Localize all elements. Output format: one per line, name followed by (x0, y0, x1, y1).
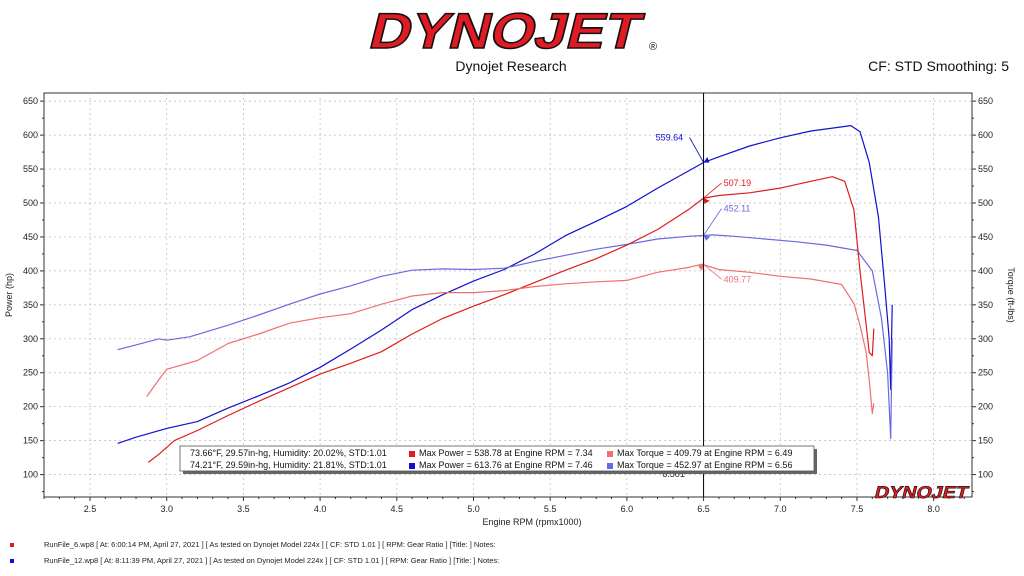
annotation-arrowhead (703, 156, 710, 163)
x-tick-label: 4.0 (314, 504, 327, 514)
x-tick-label: 4.5 (391, 504, 404, 514)
run12-power-curve (117, 124, 893, 444)
power-axis-label: Power (hp) (4, 273, 14, 317)
rpm-axis-ticks: 2.5 3.0 3.5 4.0 4.5 5.0 5.5 6.0 6.5 7.0 7.5 8.0 (43, 497, 965, 514)
legend-swatch-run12-torque (607, 463, 613, 469)
x-tick-label: 2.5 (84, 504, 97, 514)
svg-text:DYNOJET: DYNOJET (364, 4, 648, 56)
run12-color-swatch (10, 559, 14, 564)
legend-max-torque-run6: Max Torque = 409.79 at Engine RPM = 6.49 (617, 448, 792, 458)
dyno-curves (117, 124, 893, 463)
torque-axis-label: Torque (ft-lbs) (1006, 267, 1016, 323)
y-tick-label: 400 (23, 266, 38, 276)
y-tick-label: 150 (23, 436, 38, 446)
run6-torque-curve (146, 263, 875, 415)
torque-axis-ticks: 100 150 200 250 300 350 400 450 500 550 600 650 (972, 96, 993, 493)
x-tick-label: 5.5 (544, 504, 557, 514)
legend-conditions-run6: 73.66°F, 29.57in-hg, Humidity: 20.02%, S… (190, 448, 387, 458)
rpm-axis-label: Engine RPM (rpmx1000) (482, 517, 581, 527)
y-tick-label: 450 (23, 232, 38, 242)
x-tick-label: 7.5 (851, 504, 864, 514)
y-tick-label: 600 (23, 130, 38, 140)
x-tick-label: 5.0 (467, 504, 480, 514)
legend-max-torque-run12: Max Torque = 452.97 at Engine RPM = 6.56 (617, 460, 792, 470)
legend-conditions-run12: 74.21°F, 29.59in-hg, Humidity: 21.81%, S… (190, 460, 387, 470)
annotation-label: 559.64 (656, 133, 684, 143)
run-file-row-6[interactable]: RunFile_6.wp8 [ At: 6:00:14 PM, April 27… (0, 540, 496, 549)
y2-tick-label: 250 (978, 368, 993, 378)
annotation-label: 507.19 (724, 178, 752, 188)
x-tick-label: 6.0 (621, 504, 634, 514)
legend-swatch-run6-power (409, 451, 415, 457)
x-tick-label: 7.0 (774, 504, 787, 514)
run6-power-curve (147, 176, 875, 463)
y2-tick-label: 550 (978, 164, 993, 174)
y2-tick-label: 650 (978, 96, 993, 106)
run12-torque-curve (117, 234, 893, 440)
y-tick-label: 500 (23, 198, 38, 208)
legend-swatch-run12-power (409, 463, 415, 469)
y-tick-label: 350 (23, 300, 38, 310)
annotation-arrowhead (698, 264, 704, 271)
run6-color-swatch (10, 543, 14, 548)
annotation-leader (703, 182, 722, 199)
annotation-leader (703, 208, 722, 236)
chart-subtitle: Dynojet Research (455, 58, 567, 74)
legend-swatch-run6-torque (607, 451, 613, 457)
annotation-arrowhead (703, 235, 711, 241)
y-tick-label: 250 (23, 368, 38, 378)
trademark-mark: ® (649, 41, 657, 53)
y2-tick-label: 500 (978, 198, 993, 208)
y-tick-label: 550 (23, 164, 38, 174)
y2-tick-label: 200 (978, 402, 993, 412)
annotation-leader (703, 263, 722, 280)
y2-tick-label: 300 (978, 334, 993, 344)
correction-factor-label: CF: STD Smoothing: 5 (868, 58, 1009, 74)
cursor-annotations: 559.64 452.11 507.19 409.77 (656, 133, 752, 285)
annotation-leader (689, 137, 704, 163)
y-tick-label: 300 (23, 334, 38, 344)
grid-lines (44, 93, 972, 497)
y2-tick-label: 450 (978, 232, 993, 242)
y-tick-label: 650 (23, 96, 38, 106)
y-tick-label: 200 (23, 402, 38, 412)
y2-tick-label: 400 (978, 266, 993, 276)
y-tick-label: 100 (23, 470, 38, 480)
y2-tick-label: 350 (978, 300, 993, 310)
y2-tick-label: 100 (978, 470, 993, 480)
dynojet-watermark: DYNOJET (872, 482, 971, 502)
x-tick-label: 8.0 (927, 504, 940, 514)
run12-description: RunFile_12.wp8 [ At: 8:11:39 PM, April 2… (44, 556, 500, 565)
x-tick-label: 3.0 (160, 504, 173, 514)
annotation-label: 452.11 (724, 204, 751, 214)
y2-tick-label: 600 (978, 130, 993, 140)
x-tick-label: 6.5 (697, 504, 710, 514)
legend-max-power-run12: Max Power = 613.76 at Engine RPM = 7.46 (419, 460, 593, 470)
annotation-label: 409.77 (724, 274, 752, 284)
svg-text:DYNOJET: DYNOJET (873, 482, 971, 502)
legend-max-power-run6: Max Power = 538.78 at Engine RPM = 7.34 (419, 448, 593, 458)
run-file-row-12[interactable]: RunFile_12.wp8 [ At: 8:11:39 PM, April 2… (0, 556, 499, 565)
run-legend: 73.66°F, 29.57in-hg, Humidity: 20.02%, S… (179, 445, 817, 474)
power-axis-ticks: 100 150 200 250 300 350 400 450 500 550 600 650 (23, 96, 44, 493)
run6-description: RunFile_6.wp8 [ At: 6:00:14 PM, April 27… (44, 540, 496, 549)
x-tick-label: 3.5 (237, 504, 250, 514)
y2-tick-label: 150 (978, 436, 993, 446)
dynojet-logo: DYNOJET ® (364, 4, 657, 56)
annotation-arrowhead (703, 198, 710, 204)
